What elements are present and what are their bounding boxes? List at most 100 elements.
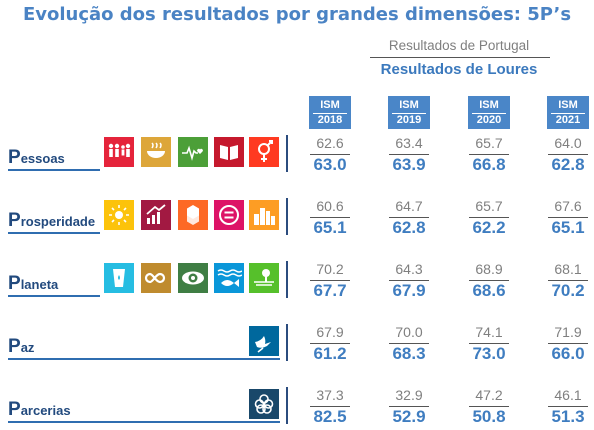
value-loures: 65.1	[313, 218, 347, 237]
value-loures: 51.3	[551, 407, 585, 426]
legend-loures: Resultados de Loures	[380, 61, 538, 78]
value-portugal: 47.2	[475, 387, 503, 403]
dimension-initial: P	[8, 399, 21, 420]
dimension-name: essoas	[20, 151, 65, 166]
dimension-label-planeta: Planeta	[8, 273, 58, 295]
value-loures: 62.8	[392, 218, 426, 237]
row-divider	[286, 135, 288, 172]
value-portugal: 64.0	[554, 135, 582, 151]
value-loures: 67.7	[313, 281, 347, 300]
value-portugal: 65.7	[475, 135, 503, 151]
climate-action-icon	[178, 263, 208, 293]
life-below-water-icon	[214, 263, 244, 293]
value-portugal: 62.6	[316, 135, 344, 151]
value-loures: 70.2	[551, 281, 585, 300]
row-divider	[286, 324, 288, 361]
peace-justice-icon	[249, 326, 279, 356]
year-header-2019: ISM 2019	[388, 96, 430, 129]
year-header-year: 2019	[392, 113, 426, 127]
dimension-label-paz: Paz	[8, 336, 34, 358]
value-portugal: 37.3	[316, 387, 344, 403]
page-title: Evolução dos resultados por grandes dime…	[22, 4, 572, 25]
good-health-icon	[178, 137, 208, 167]
gender-equality-icon	[249, 137, 279, 167]
value-portugal: 64.3	[395, 261, 423, 277]
dimension-name: az	[20, 340, 35, 355]
zero-hunger-icon	[141, 137, 171, 167]
year-header-2018: ISM 2018	[309, 96, 351, 129]
value-portugal: 67.9	[316, 324, 344, 340]
value-separator	[389, 406, 429, 407]
value-loures: 66.8	[472, 155, 506, 174]
value-portugal: 46.1	[554, 387, 582, 403]
dimension-name: laneta	[20, 277, 59, 292]
year-header-label: ISM	[558, 99, 578, 111]
value-separator	[469, 217, 509, 218]
partnerships-icon	[249, 389, 279, 419]
value-portugal: 71.9	[554, 324, 582, 340]
year-header-year: 2021	[551, 113, 585, 127]
value-portugal: 74.1	[475, 324, 503, 340]
quality-education-icon	[214, 137, 244, 167]
value-loures: 62.2	[472, 218, 506, 237]
dimension-underline-icons	[8, 421, 280, 423]
row-divider	[286, 198, 288, 235]
responsible-consumption-icon	[141, 263, 171, 293]
year-header-year: 2018	[313, 113, 347, 127]
value-loures: 73.0	[472, 344, 506, 363]
dimension-underline	[8, 295, 100, 297]
value-separator	[310, 280, 350, 281]
value-portugal: 64.7	[395, 198, 423, 214]
value-portugal: 63.4	[395, 135, 423, 151]
year-header-label: ISM	[320, 99, 340, 111]
dimension-initial: P	[8, 336, 21, 357]
dimension-underline	[8, 232, 100, 234]
legend-portugal: Resultados de Portugal	[388, 38, 530, 53]
value-loures: 68.6	[472, 281, 506, 300]
reduced-inequalities-icon	[214, 200, 244, 230]
dimension-underline-icons	[8, 358, 280, 360]
value-portugal: 70.0	[395, 324, 423, 340]
value-portugal: 70.2	[316, 261, 344, 277]
dimension-label-parcerias: Parcerias	[8, 399, 71, 421]
value-portugal: 68.1	[554, 261, 582, 277]
clean-energy-icon	[104, 200, 134, 230]
clean-water-icon	[104, 263, 134, 293]
value-loures: 61.2	[313, 344, 347, 363]
value-separator	[469, 154, 509, 155]
dimension-initial: P	[8, 210, 21, 231]
dimension-underline	[8, 169, 100, 171]
value-portugal: 32.9	[395, 387, 423, 403]
value-loures: 66.0	[551, 344, 585, 363]
year-header-2021: ISM 2021	[547, 96, 589, 129]
value-separator	[310, 406, 350, 407]
value-loures: 82.5	[313, 407, 347, 426]
value-separator	[389, 217, 429, 218]
value-loures: 52.9	[392, 407, 426, 426]
value-separator	[310, 154, 350, 155]
value-portugal: 67.6	[554, 198, 582, 214]
industry-innovation-icon	[178, 200, 208, 230]
year-header-year: 2020	[472, 113, 506, 127]
dimension-initial: P	[8, 273, 21, 294]
year-header-label: ISM	[399, 99, 419, 111]
value-separator	[310, 343, 350, 344]
value-separator	[548, 343, 588, 344]
value-portugal: 65.7	[475, 198, 503, 214]
value-separator	[469, 343, 509, 344]
sustainable-cities-icon	[249, 200, 279, 230]
value-loures: 67.9	[392, 281, 426, 300]
row-divider	[286, 261, 288, 298]
no-poverty-icon	[104, 137, 134, 167]
value-portugal: 60.6	[316, 198, 344, 214]
legend-divider	[370, 57, 550, 58]
value-loures: 65.1	[551, 218, 585, 237]
value-separator	[310, 217, 350, 218]
value-separator	[548, 154, 588, 155]
dimension-name: arcerias	[20, 403, 71, 418]
value-loures: 63.0	[313, 155, 347, 174]
value-loures: 50.8	[472, 407, 506, 426]
value-separator	[469, 280, 509, 281]
dimension-initial: P	[8, 147, 21, 168]
value-separator	[389, 343, 429, 344]
